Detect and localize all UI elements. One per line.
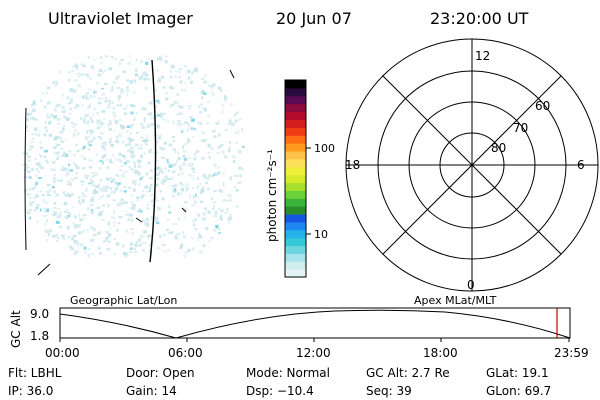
- colorbar-cell: [285, 80, 306, 89]
- orbit-timeline: GC Alt 9.0 1.8: [9, 307, 571, 348]
- polar-mlt-label-12: 12: [475, 49, 490, 63]
- polar-mlt-label-18: 18: [345, 158, 360, 172]
- timeline-xtick: 06:00: [168, 346, 203, 360]
- colorbar-cell: [285, 213, 306, 223]
- colorbar-cell: [285, 158, 306, 168]
- colorbar-cell: [285, 87, 306, 97]
- polar-diagonal: [382, 75, 562, 255]
- colorbar-cell: [285, 269, 306, 278]
- colorbar-cell: [285, 190, 306, 199]
- colorbar: 100 10 photon cm⁻²s⁻¹: [265, 79, 335, 278]
- timeline-xtick: 18:00: [423, 346, 458, 360]
- colorbar-cell: [285, 95, 306, 105]
- colorbar-cell: [285, 119, 306, 128]
- timeline-left-title: Geographic Lat/Lon: [70, 294, 178, 307]
- colorbar-tick-label-100: 100: [314, 142, 335, 155]
- colorbar-cell: [285, 229, 306, 239]
- image-edge-mark: [229, 69, 235, 79]
- instrument-title: Ultraviolet Imager: [48, 9, 193, 28]
- dsp-readout: Dsp: −10.4: [246, 384, 314, 398]
- image-edge-mark: [37, 263, 51, 276]
- timeline-xtick: 12:00: [296, 346, 331, 360]
- colorbar-cell: [285, 174, 306, 184]
- timeline-xtick: 23:59: [554, 346, 589, 360]
- uv-emission-image: [22, 55, 245, 258]
- seq-readout: Seq: 39: [366, 384, 412, 398]
- colorbar-cell: [285, 206, 306, 215]
- polar-lat-label-70: 70: [513, 121, 528, 135]
- altitude-curve: [59, 309, 571, 339]
- observation-date: 20 Jun 07: [276, 9, 352, 28]
- colorbar-cell: [285, 237, 306, 247]
- image-limb-line-left: [24, 107, 27, 251]
- image-edge-mark: [135, 217, 143, 223]
- colorbar-cell: [285, 198, 306, 207]
- ip-readout: IP: 36.0: [8, 384, 54, 398]
- timeline-axis-label: GC Alt: [9, 310, 23, 348]
- colorbar-cell: [285, 221, 306, 231]
- timeline-ytick-min: 1.8: [30, 329, 49, 343]
- polar-lat-label-60: 60: [535, 99, 550, 113]
- filter-readout: Flt: LBHL: [8, 366, 62, 380]
- colorbar-cell: [285, 261, 306, 270]
- gc-alt-readout: GC Alt: 2.7 Re: [366, 366, 450, 380]
- glat-readout: GLat: 19.1: [486, 366, 549, 380]
- door-readout: Door: Open: [126, 366, 195, 380]
- colorbar-cell: [285, 166, 306, 176]
- observation-time: 23:20:00 UT: [430, 9, 529, 28]
- polar-grid: [345, 38, 599, 292]
- colorbar-cell: [285, 253, 306, 262]
- colorbar-gradient: [285, 80, 306, 278]
- colorbar-cell: [285, 127, 306, 136]
- gain-readout: Gain: 14: [126, 384, 177, 398]
- image-terminator-line: [149, 59, 157, 263]
- polar-mlt-label-0: 0: [467, 278, 475, 292]
- colorbar-cell: [285, 150, 306, 160]
- timeline-frame: [59, 307, 571, 339]
- colorbar-cell: [285, 143, 306, 152]
- colorbar-tick-label-10: 10: [314, 228, 328, 241]
- uv-image-panel: [22, 55, 245, 276]
- polar-mlt-label-6: 6: [577, 158, 585, 172]
- colorbar-cell: [285, 103, 306, 113]
- timeline-xtick: 00:00: [45, 346, 80, 360]
- mode-readout: Mode: Normal: [246, 366, 330, 380]
- colorbar-cell: [285, 111, 306, 120]
- image-edge-mark: [181, 207, 187, 213]
- colorbar-cell: [285, 245, 306, 254]
- polar-lat-label-80: 80: [491, 141, 506, 155]
- colorbar-cell: [285, 182, 306, 191]
- glon-readout: GLon: 69.7: [486, 384, 552, 398]
- colorbar-frame: [284, 79, 307, 278]
- colorbar-cell: [285, 135, 306, 144]
- timeline-right-title: Apex MLat/MLT: [414, 294, 497, 307]
- timeline-ytick-max: 9.0: [30, 307, 49, 321]
- colorbar-unit-label: photon cm⁻²s⁻¹: [265, 149, 279, 242]
